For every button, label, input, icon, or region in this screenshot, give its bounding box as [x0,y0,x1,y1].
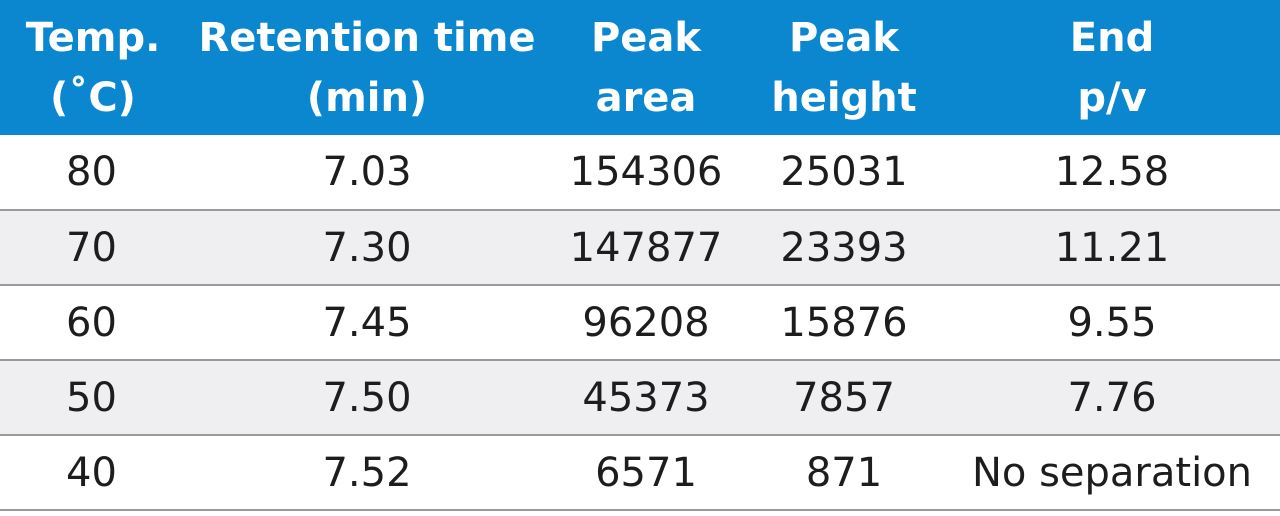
table-header: Temp. (˚C) Retention time (min) Peak are… [0,0,1280,135]
header-temp-line-2: (˚C) [50,74,136,121]
cell-temp: 80 [0,135,186,211]
cell-end-pv: 12.58 [944,135,1280,211]
cell-peak-height: 25031 [744,135,944,211]
cell-peak-area: 6571 [548,435,744,511]
header-height-line-2: height [771,74,917,121]
table-row: 40 7.52 6571 871 No separation [0,435,1280,511]
cell-peak-height: 23393 [744,210,944,286]
cell-end-pv: 7.76 [944,360,1280,436]
cell-peak-area: 147877 [548,210,744,286]
header-peak-area: Peak area [548,0,744,135]
cell-peak-area: 45373 [548,360,744,436]
header-temp-line-1: Temp. [25,14,161,61]
header-row: Temp. (˚C) Retention time (min) Peak are… [0,0,1280,135]
cell-end-pv: 9.55 [944,285,1280,361]
cell-retention-time: 7.30 [186,210,548,286]
cell-retention-time: 7.03 [186,135,548,211]
header-temp: Temp. (˚C) [0,0,186,135]
header-retention-line-1: Retention time [198,14,536,61]
header-peak-height: Peak height [744,0,944,135]
cell-peak-area: 154306 [548,135,744,211]
cell-temp: 40 [0,435,186,511]
cell-peak-height: 7857 [744,360,944,436]
table-row: 70 7.30 147877 23393 11.21 [0,210,1280,286]
table-row: 80 7.03 154306 25031 12.58 [0,135,1280,211]
cell-temp: 70 [0,210,186,286]
header-area-line-1: Peak [590,14,702,61]
header-height-line-1: Peak [788,14,900,61]
table-row: 60 7.45 96208 15876 9.55 [0,285,1280,361]
cell-retention-time: 7.45 [186,285,548,361]
cell-end-pv: No separation [944,435,1280,511]
header-end-line-1: End [1069,14,1155,61]
cell-retention-time: 7.52 [186,435,548,511]
header-area-line-2: area [595,74,697,121]
cell-end-pv: 11.21 [944,210,1280,286]
cell-peak-height: 871 [744,435,944,511]
cell-temp: 50 [0,360,186,436]
cell-peak-height: 15876 [744,285,944,361]
table-body: 80 7.03 154306 25031 12.58 70 7.30 14787… [0,135,1280,511]
cell-temp: 60 [0,285,186,361]
header-retention-line-2: (min) [306,74,428,121]
table-row: 50 7.50 45373 7857 7.76 [0,360,1280,436]
header-end-line-2: p/v [1077,74,1147,121]
header-end-pv: End p/v [944,0,1280,135]
cell-retention-time: 7.50 [186,360,548,436]
cell-peak-area: 96208 [548,285,744,361]
header-retention-time: Retention time (min) [186,0,548,135]
